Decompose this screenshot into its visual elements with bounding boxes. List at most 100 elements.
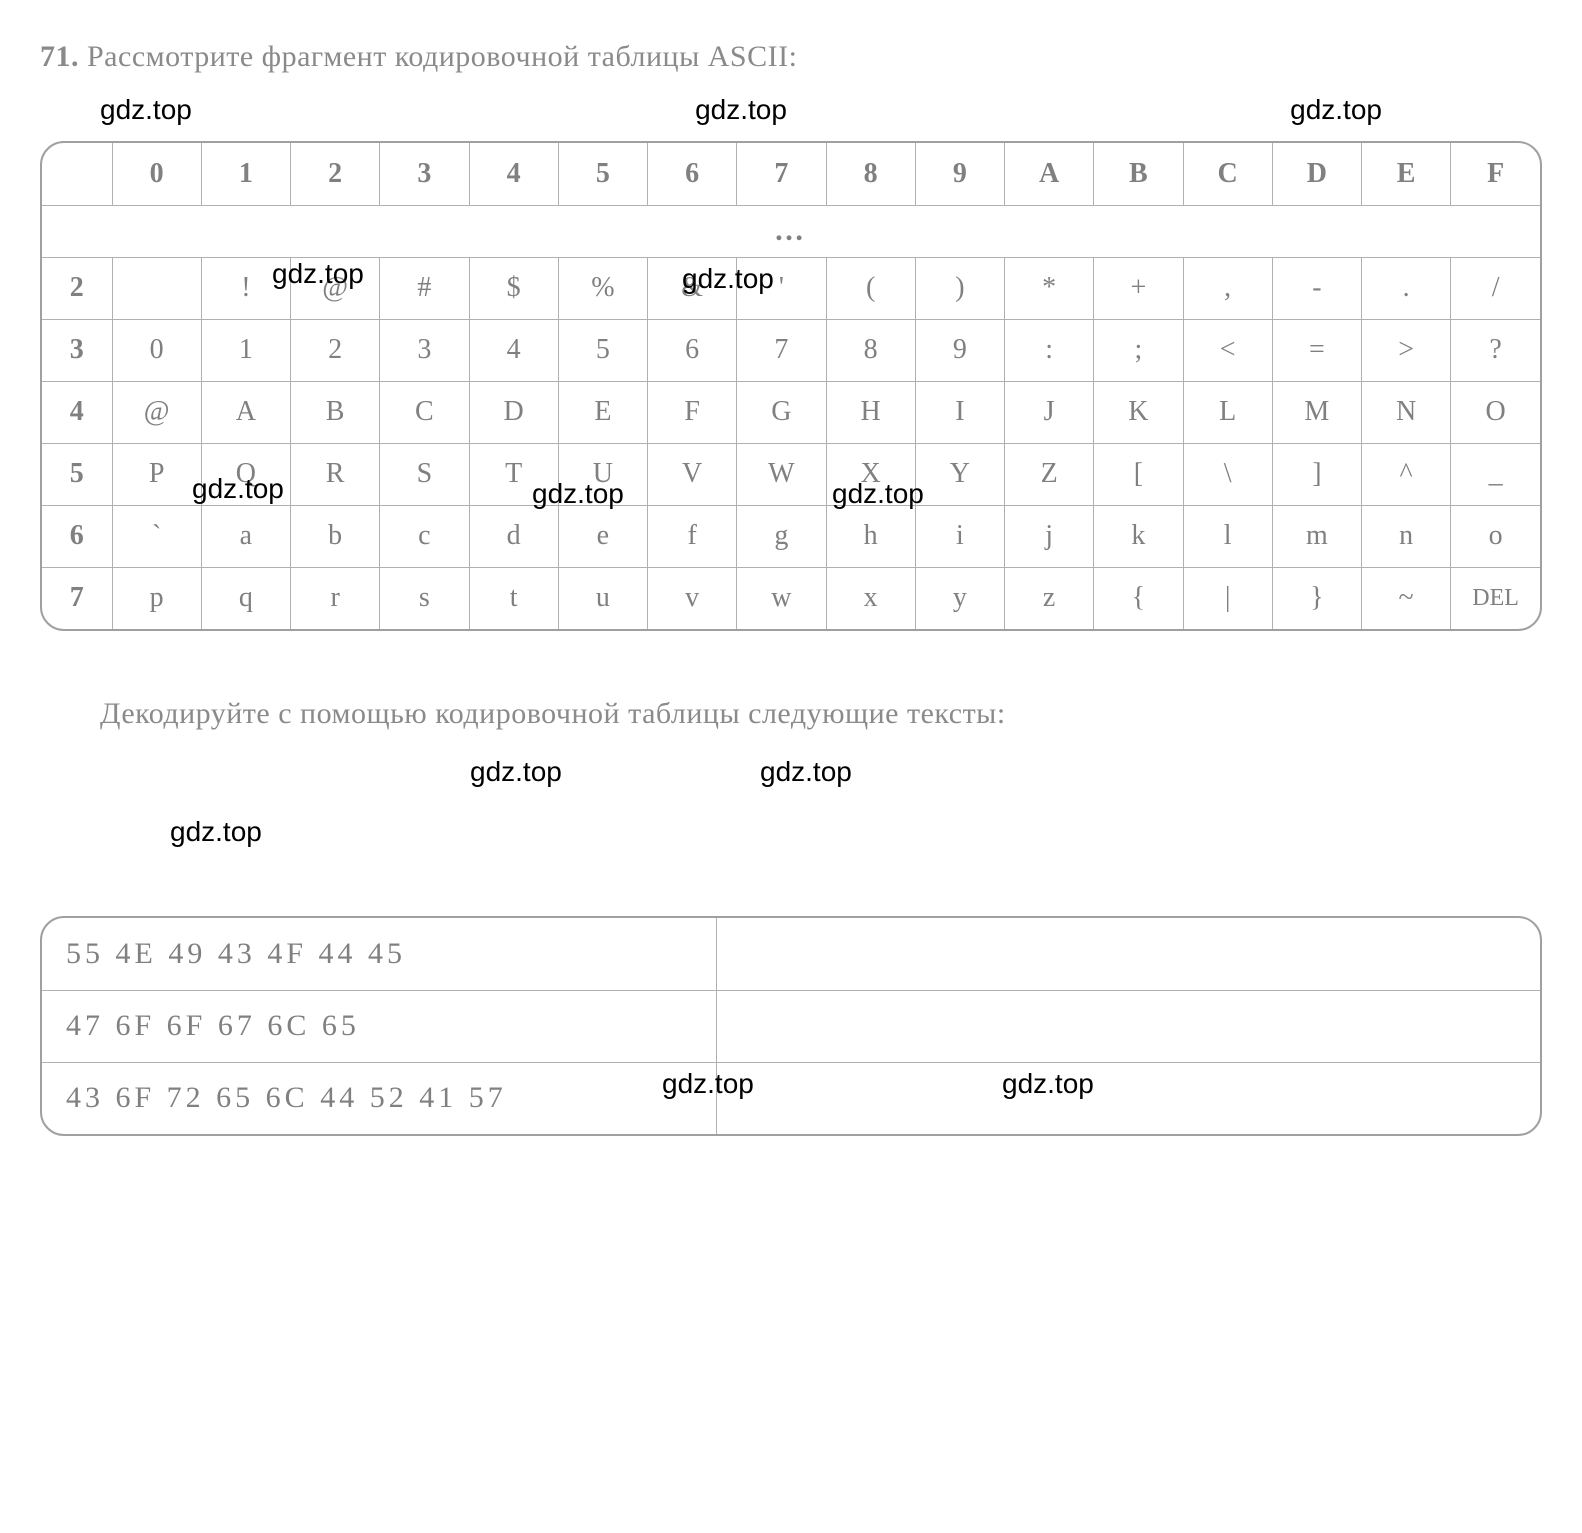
decode-answer-cell <box>716 1062 1540 1134</box>
ascii-cell: f <box>648 505 737 567</box>
ellipsis-cell: … <box>42 205 1540 257</box>
ascii-cell: Z <box>1005 443 1094 505</box>
ascii-cell: y <box>915 567 1004 629</box>
ascii-cell: d <box>469 505 558 567</box>
ascii-row: 2!@#$%&'()*+,-./ <box>42 257 1540 319</box>
ascii-cell: S <box>380 443 469 505</box>
decode-code-cell: 43 6F 72 65 6C 44 52 41 57 <box>42 1062 716 1134</box>
ascii-cell: \ <box>1183 443 1272 505</box>
ascii-cell: @ <box>291 257 380 319</box>
ascii-cell: m <box>1272 505 1361 567</box>
ascii-cell: u <box>558 567 647 629</box>
ascii-header-cell: 8 <box>826 143 915 205</box>
ascii-ellipsis-row: … <box>42 205 1540 257</box>
ascii-cell: P <box>112 443 201 505</box>
ascii-row: 7pqrstuvwxyz{|}~DEL <box>42 567 1540 629</box>
ascii-cell: + <box>1094 257 1183 319</box>
ascii-cell: G <box>737 381 826 443</box>
watermark: gdz.top <box>760 756 852 788</box>
exercise-number: 71. <box>40 40 79 73</box>
ascii-cell: ; <box>1094 319 1183 381</box>
decode-row: 43 6F 72 65 6C 44 52 41 57 <box>42 1062 1540 1134</box>
ascii-cell: U <box>558 443 647 505</box>
ascii-header-cell: 6 <box>648 143 737 205</box>
ascii-cell: 6 <box>648 319 737 381</box>
ascii-row-label: 2 <box>42 257 112 319</box>
ascii-cell: * <box>1005 257 1094 319</box>
ascii-cell: c <box>380 505 469 567</box>
ascii-cell: # <box>380 257 469 319</box>
decode-answer-cell <box>716 990 1540 1062</box>
decode-code-cell: 55 4E 49 43 4F 44 45 <box>42 918 716 990</box>
ascii-cell: & <box>648 257 737 319</box>
ascii-cell: 7 <box>737 319 826 381</box>
ascii-header-cell: C <box>1183 143 1272 205</box>
ascii-header-cell: 4 <box>469 143 558 205</box>
ascii-cell: z <box>1005 567 1094 629</box>
ascii-cell: p <box>112 567 201 629</box>
ascii-header-cell: F <box>1451 143 1540 205</box>
ascii-cell: T <box>469 443 558 505</box>
ascii-cell: s <box>380 567 469 629</box>
ascii-cell: | <box>1183 567 1272 629</box>
ascii-row-label: 4 <box>42 381 112 443</box>
ascii-row-label: 3 <box>42 319 112 381</box>
ascii-cell: ~ <box>1362 567 1451 629</box>
ascii-cell: ' <box>737 257 826 319</box>
ascii-cell: } <box>1272 567 1361 629</box>
ascii-cell: Y <box>915 443 1004 505</box>
decode-row: 47 6F 6F 67 6C 65 <box>42 990 1540 1062</box>
ascii-table-container: 0123456789ABCDEF … 2!@#$%&'()*+,-./30123… <box>40 141 1542 631</box>
ascii-cell: % <box>558 257 647 319</box>
ascii-cell: 5 <box>558 319 647 381</box>
ascii-cell: K <box>1094 381 1183 443</box>
page-container: 71. Рассмотрите фрагмент кодировочной та… <box>40 40 1542 1136</box>
ascii-table: 0123456789ABCDEF … 2!@#$%&'()*+,-./30123… <box>42 143 1540 629</box>
ascii-cell: B <box>291 381 380 443</box>
ascii-cell: g <box>737 505 826 567</box>
ascii-row: 5PQRSTUVWXYZ[\]^_ <box>42 443 1540 505</box>
ascii-cell: @ <box>112 381 201 443</box>
ascii-cell: ( <box>826 257 915 319</box>
ascii-cell: Q <box>201 443 290 505</box>
ascii-header-cell: 7 <box>737 143 826 205</box>
ascii-cell: i <box>915 505 1004 567</box>
ascii-header-cell <box>42 143 112 205</box>
decode-table-container: 55 4E 49 43 4F 44 4547 6F 6F 67 6C 6543 … <box>40 916 1542 1136</box>
decode-answer-cell <box>716 918 1540 990</box>
ascii-cell: x <box>826 567 915 629</box>
watermark-row-pre-decode: gdz.top <box>40 816 1542 866</box>
ascii-cell: a <box>201 505 290 567</box>
watermark-row-top: gdz.top gdz.top gdz.top <box>40 94 1542 126</box>
ascii-cell: - <box>1272 257 1361 319</box>
ascii-header-cell: 5 <box>558 143 647 205</box>
ascii-cell: ) <box>915 257 1004 319</box>
ascii-cell: L <box>1183 381 1272 443</box>
ascii-cell: e <box>558 505 647 567</box>
ascii-cell: 1 <box>201 319 290 381</box>
ascii-cell: $ <box>469 257 558 319</box>
ascii-cell: H <box>826 381 915 443</box>
watermark: gdz.top <box>1290 94 1382 126</box>
ascii-cell: 2 <box>291 319 380 381</box>
ascii-cell: ! <box>201 257 290 319</box>
watermark: gdz.top <box>170 816 262 848</box>
ascii-cell: D <box>469 381 558 443</box>
ascii-cell: 4 <box>469 319 558 381</box>
ascii-header-cell: 9 <box>915 143 1004 205</box>
watermark: gdz.top <box>470 756 562 788</box>
ascii-cell: w <box>737 567 826 629</box>
watermark: gdz.top <box>100 94 192 126</box>
ascii-cell: l <box>1183 505 1272 567</box>
ascii-cell: W <box>737 443 826 505</box>
ascii-cell: , <box>1183 257 1272 319</box>
ascii-cell: ` <box>112 505 201 567</box>
ascii-cell: R <box>291 443 380 505</box>
ascii-row: 6`abcdefghijklmno <box>42 505 1540 567</box>
ascii-cell: V <box>648 443 737 505</box>
ascii-header-cell: B <box>1094 143 1183 205</box>
ascii-cell: r <box>291 567 380 629</box>
ascii-cell: t <box>469 567 558 629</box>
watermark: gdz.top <box>695 94 787 126</box>
decode-code-cell: 47 6F 6F 67 6C 65 <box>42 990 716 1062</box>
